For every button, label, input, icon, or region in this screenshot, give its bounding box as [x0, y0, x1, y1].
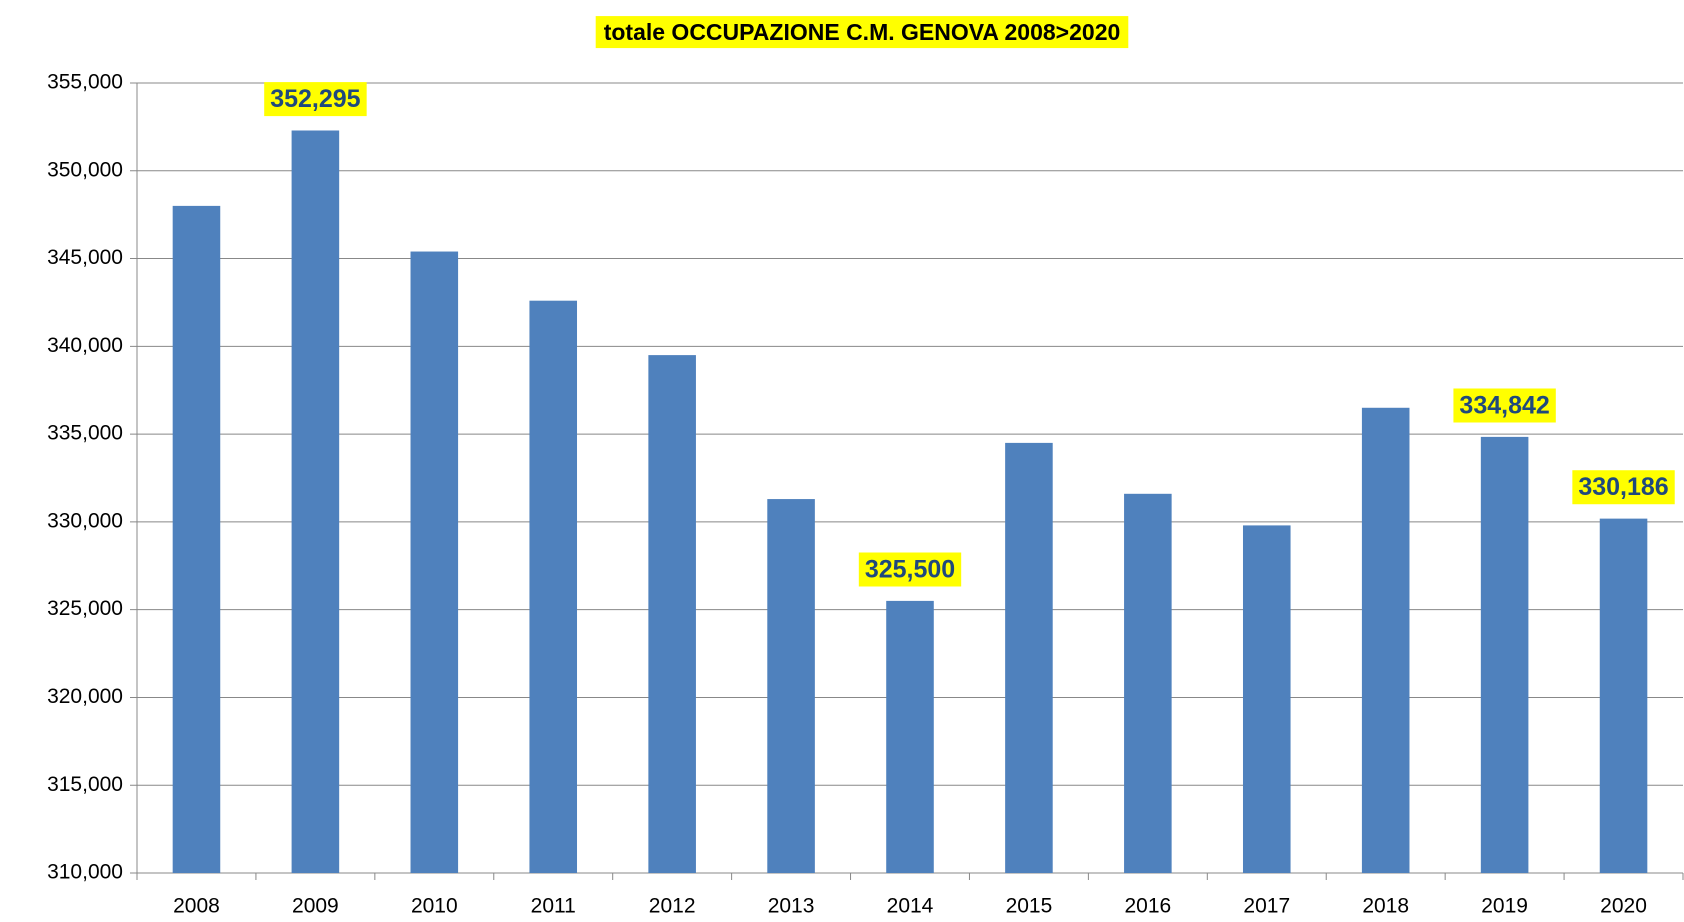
bar: [886, 600, 934, 873]
bar: [767, 499, 815, 873]
bar: [1361, 407, 1410, 873]
bar: [172, 205, 221, 873]
label-background: [1572, 470, 1675, 505]
x-tick-label: 2012: [649, 895, 696, 918]
x-tick-label: 2019: [1481, 895, 1528, 918]
y-tick-label: 345,000: [47, 246, 123, 269]
bar: [1124, 493, 1172, 873]
x-tick-label: 2020: [1600, 895, 1647, 918]
y-tick-label: 330,000: [47, 509, 123, 532]
bar: [291, 130, 340, 873]
x-tick-label: 2011: [531, 895, 576, 918]
bar: [1480, 436, 1529, 873]
y-tick-label: 325,000: [47, 597, 123, 620]
x-tick-label: 2013: [768, 895, 815, 918]
x-tick-label: 2016: [1124, 895, 1171, 918]
label-background: [264, 82, 367, 117]
y-tick-label: 320,000: [47, 685, 123, 708]
x-tick-label: 2014: [887, 895, 934, 918]
data-label: 330,186: [1578, 473, 1668, 501]
bar: [1242, 525, 1291, 873]
data-label: 334,842: [1459, 391, 1549, 419]
y-tick-label: 310,000: [47, 861, 123, 884]
label-background: [858, 552, 962, 587]
x-tick-label: 2018: [1362, 895, 1409, 918]
chart-title: totale OCCUPAZIONE C.M. GENOVA 2008>2020: [604, 19, 1121, 45]
bar: [529, 300, 578, 873]
label-background: [1453, 388, 1556, 423]
y-tick-label: 335,000: [47, 422, 123, 445]
x-tick-label: 2015: [1006, 895, 1053, 918]
data-label: 352,295: [270, 85, 360, 113]
bar: [410, 251, 459, 874]
x-tick-label: 2017: [1243, 895, 1290, 918]
y-tick-label: 315,000: [47, 773, 123, 796]
y-tick-label: 355,000: [47, 71, 123, 94]
bar: [648, 355, 696, 874]
bar: [1599, 518, 1648, 873]
y-tick-label: 340,000: [47, 334, 123, 357]
x-tick-label: 2010: [411, 895, 458, 918]
data-label: 325,500: [865, 555, 955, 583]
x-tick-label: 2008: [173, 895, 220, 918]
x-tick-label: 2009: [292, 895, 339, 918]
y-tick-label: 350,000: [47, 158, 123, 181]
bar: [1005, 442, 1053, 873]
label-background: [595, 16, 1129, 49]
